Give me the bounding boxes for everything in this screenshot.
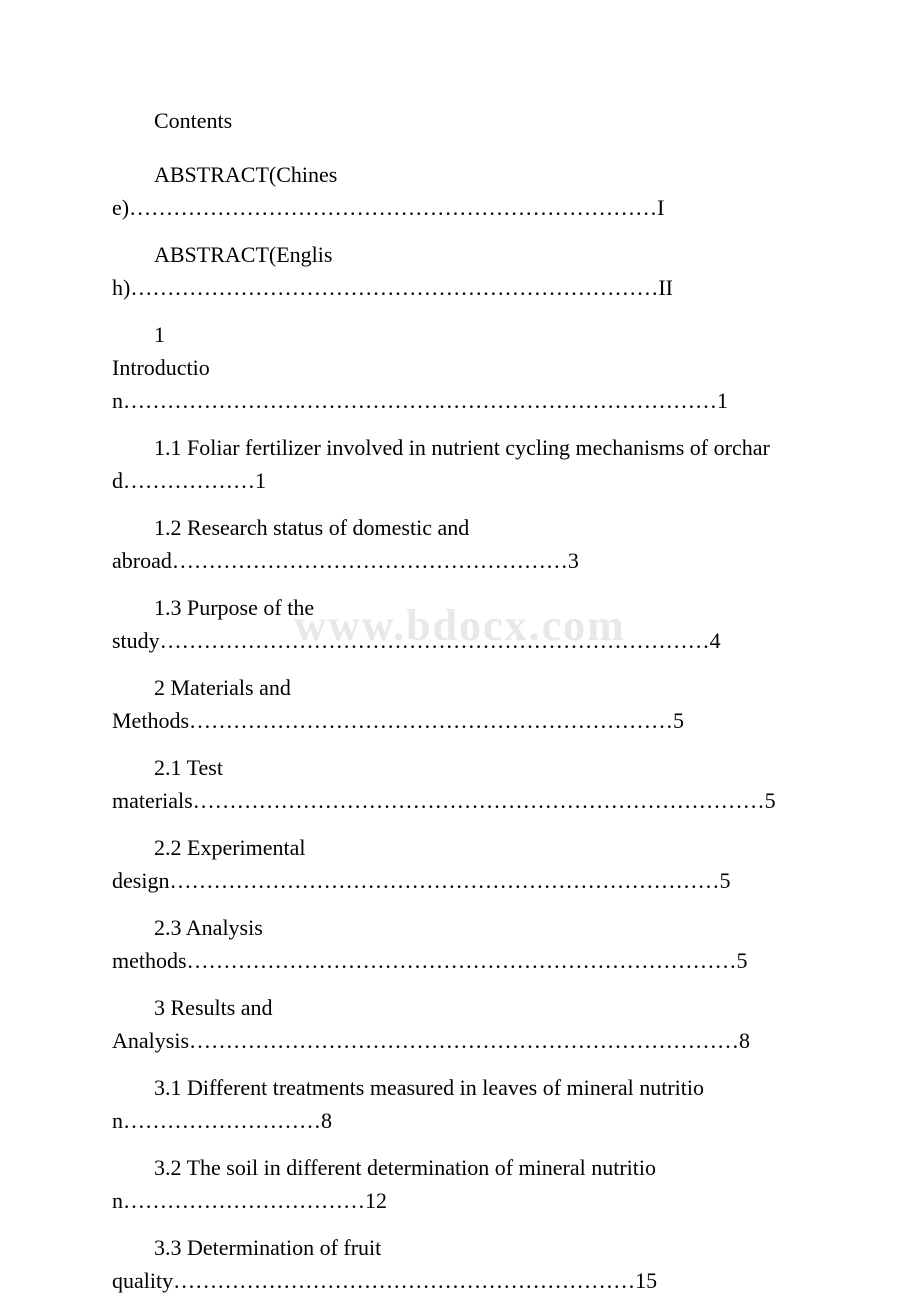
toc-entry: ABSTRACT(Chinese)……………………………………………………………… — [112, 158, 808, 224]
toc-entry-rest: materials……………………………………………………………………5 — [112, 788, 776, 813]
toc-entry: 1.1 Foliar fertilizer involved in nutrie… — [112, 431, 808, 497]
toc-entry: 1.2 Research status of domestic and abro… — [112, 511, 808, 577]
toc-entry-rest: Methods…………………………………………………………5 — [112, 708, 684, 733]
toc-entry: 3.3 Determination of fruit quality………………… — [112, 1231, 808, 1297]
document-content: Contents ABSTRACT(Chinese)……………………………………… — [112, 108, 808, 1297]
toc-entry-first-line: 2.2 Experimental — [154, 835, 306, 860]
toc-entry-first-line: 1 — [154, 322, 165, 347]
toc-entry-rest: abroad………………………………………………3 — [112, 548, 579, 573]
toc-entry: 2 Materials and Methods……………………………………………… — [112, 671, 808, 737]
toc-entry-rest: methods…………………………………………………………………5 — [112, 948, 748, 973]
toc-entry-first-line: 2.1 Test — [154, 755, 223, 780]
toc-entry: 2.2 Experimental design……………………………………………… — [112, 831, 808, 897]
toc-entry-first-line: 2 Materials and — [154, 675, 291, 700]
toc-entry-rest: design…………………………………………………………………5 — [112, 868, 730, 893]
toc-entry: 3.2 The soil in different determination … — [112, 1151, 808, 1217]
toc-entry-text: 3.1 Different treatments measured in lea… — [112, 1075, 704, 1133]
toc-entry-text: 3.2 The soil in different determination … — [112, 1155, 656, 1213]
page-title: Contents — [154, 108, 808, 134]
toc-entry: 2.1 Test materials…………………………………………………………… — [112, 751, 808, 817]
toc-entry-first-line: 3 Results and — [154, 995, 273, 1020]
toc-entry: 3.1 Different treatments measured in lea… — [112, 1071, 808, 1137]
toc-entry-rest: Analysis…………………………………………………………………8 — [112, 1028, 750, 1053]
toc-entry-rest: study…………………………………………………………………4 — [112, 628, 721, 653]
toc-entry-text: 1.1 Foliar fertilizer involved in nutrie… — [112, 435, 770, 493]
toc-entry-rest: Introduction………………………………………………………………………1 — [112, 355, 728, 413]
toc-entry-rest: quality………………………………………………………15 — [112, 1268, 657, 1293]
toc-entry: 1.3 Purpose of the study…………………………………………… — [112, 591, 808, 657]
toc-entry-first-line: 2.3 Analysis — [154, 915, 263, 940]
toc-entry: ABSTRACT(English)……………………………………………………………… — [112, 238, 808, 304]
toc-entry-first-line: 3.3 Determination of fruit — [154, 1235, 381, 1260]
toc-entry-first-line: 1.3 Purpose of the — [154, 595, 314, 620]
toc-entry-text: ABSTRACT(English)……………………………………………………………… — [112, 242, 673, 300]
toc-entry: 3 Results and Analysis………………………………………………… — [112, 991, 808, 1057]
toc-entry-first-line: 1.2 Research status of domestic and — [154, 515, 469, 540]
toc-entry: 1 Introduction……………………………………………………………………… — [112, 318, 808, 417]
toc-entry-text: ABSTRACT(Chinese)……………………………………………………………… — [112, 162, 664, 220]
toc-entry: 2.3 Analysis methods……………………………………………………… — [112, 911, 808, 977]
